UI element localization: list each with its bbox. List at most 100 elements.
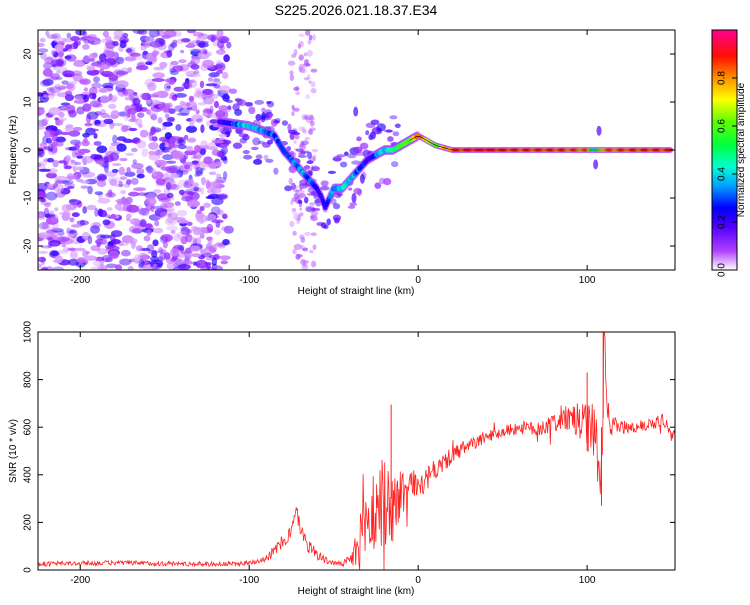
noise-blob xyxy=(159,249,167,254)
noise-blob xyxy=(47,226,58,231)
noise-blob xyxy=(47,157,55,163)
noise-blob xyxy=(158,197,171,203)
noise-blob xyxy=(292,107,300,112)
noise-blob xyxy=(299,234,305,240)
noise-blob xyxy=(89,100,102,108)
noise-blob xyxy=(332,214,342,222)
noise-blob xyxy=(214,64,224,69)
noise-blob xyxy=(333,203,341,210)
noise-blob xyxy=(232,103,240,111)
noise-blob xyxy=(206,223,214,233)
noise-blob xyxy=(309,114,314,118)
noise-blob xyxy=(42,78,54,86)
noise-blob xyxy=(82,103,92,112)
noise-blob xyxy=(132,137,141,144)
noise-blob xyxy=(273,120,281,124)
noise-blob xyxy=(308,34,313,41)
noise-blob xyxy=(110,110,120,119)
noise-blob xyxy=(57,236,70,243)
colorbar-tick-label: 0.0 xyxy=(717,263,728,277)
noise-blob xyxy=(212,160,224,164)
noise-blob xyxy=(136,168,145,175)
noise-blob xyxy=(119,176,127,181)
noise-blob xyxy=(121,249,131,257)
noise-blob xyxy=(128,191,140,197)
noise-blob xyxy=(295,91,301,96)
noise-blob xyxy=(299,207,303,211)
noise-blob xyxy=(124,171,136,177)
noise-blob xyxy=(220,37,228,44)
noise-blob xyxy=(302,126,306,134)
y-tick-label: 0 xyxy=(23,567,34,573)
noise-blob xyxy=(162,154,174,161)
noise-blob xyxy=(266,100,275,108)
noise-blob xyxy=(289,132,295,140)
noise-blob xyxy=(134,118,143,126)
noise-blob xyxy=(308,80,312,84)
noise-blob xyxy=(307,49,313,57)
noise-blob xyxy=(193,187,199,192)
noise-blob xyxy=(38,147,44,156)
noise-blob xyxy=(263,154,269,161)
noise-blob xyxy=(44,115,50,123)
noise-blob xyxy=(196,152,201,162)
noise-blob xyxy=(72,126,83,132)
noise-blob xyxy=(294,134,300,140)
noise-blob xyxy=(172,150,185,160)
noise-blob xyxy=(368,134,374,141)
noise-blob xyxy=(62,211,71,217)
noise-blob xyxy=(109,145,116,153)
noise-blob xyxy=(195,259,208,268)
noise-blob xyxy=(267,113,273,120)
noise-blob xyxy=(158,38,165,45)
noise-blob xyxy=(193,92,207,99)
noise-blob xyxy=(62,246,70,253)
noise-blob xyxy=(293,189,300,193)
noise-blob xyxy=(112,163,122,166)
noise-blob xyxy=(218,133,227,137)
noise-blob xyxy=(38,125,45,130)
noise-blob xyxy=(38,211,46,218)
noise-blob xyxy=(139,219,147,228)
noise-blob xyxy=(134,254,140,262)
noise-blob xyxy=(215,161,222,167)
noise-blob xyxy=(291,182,296,191)
noise-blob xyxy=(160,234,174,242)
colorbar xyxy=(711,29,738,271)
noise-blob xyxy=(53,232,62,241)
noise-blob xyxy=(52,266,64,270)
noise-blob xyxy=(299,150,309,154)
noise-blob xyxy=(76,106,85,115)
noise-blob xyxy=(124,96,131,101)
noise-blob xyxy=(151,78,165,82)
noise-blob xyxy=(192,32,205,37)
noise-blob xyxy=(305,94,310,100)
noise-blob xyxy=(392,131,400,137)
noise-blob xyxy=(292,230,297,236)
noise-blob xyxy=(319,185,330,191)
noise-blob xyxy=(40,198,47,203)
noise-blob xyxy=(82,206,88,214)
x-tick-label: -100 xyxy=(239,575,259,586)
noise-blob xyxy=(98,209,108,218)
noise-blob xyxy=(176,219,189,224)
noise-blob xyxy=(89,58,96,62)
noise-blob xyxy=(201,176,206,186)
noise-blob xyxy=(184,164,190,170)
noise-blob xyxy=(163,30,177,38)
noise-blob xyxy=(289,70,294,76)
noise-blob xyxy=(50,59,63,67)
noise-blob xyxy=(303,114,311,121)
noise-blob xyxy=(132,159,137,165)
noise-blob xyxy=(99,53,107,62)
noise-blob xyxy=(113,35,125,41)
noise-blob xyxy=(356,136,362,142)
noise-blob xyxy=(261,107,266,113)
noise-blob xyxy=(60,105,66,110)
noise-blob xyxy=(38,48,49,53)
noise-blob xyxy=(46,34,58,39)
noise-blob xyxy=(119,157,128,162)
noise-blob xyxy=(304,165,310,169)
noise-blob xyxy=(344,151,349,156)
